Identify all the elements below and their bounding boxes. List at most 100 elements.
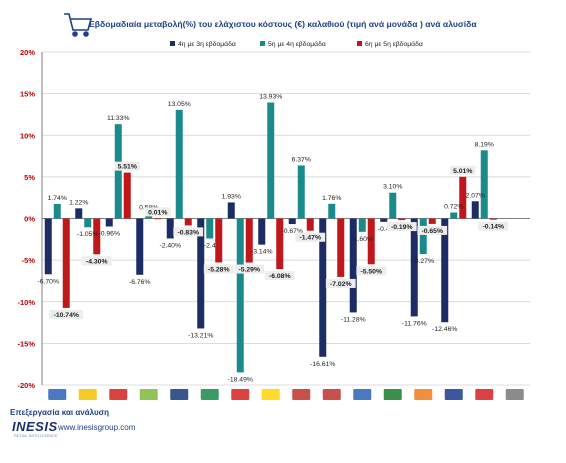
y-tick-label: 15% (20, 90, 35, 99)
data-label: -4.30% (81, 256, 112, 266)
inesis-tagline: RETAIL INTELLIGENCE (14, 433, 58, 438)
data-label-bg (145, 207, 171, 217)
retailer-logo (505, 389, 524, 400)
logo-mark (109, 389, 128, 400)
data-label: -1.05% (77, 231, 99, 238)
bar (258, 218, 266, 245)
data-label: -5.28% (203, 264, 234, 274)
data-label-text: -0.19% (391, 224, 413, 231)
data-label: -0.4 (378, 226, 390, 233)
data-label-bg (203, 264, 234, 274)
data-label: -2.40% (159, 242, 181, 249)
logo-mark (292, 389, 311, 400)
logo-mark (261, 389, 280, 400)
bar (306, 218, 314, 231)
data-label: -3.14% (251, 249, 273, 256)
data-label-text: 0.72% (444, 204, 463, 211)
data-label: -13.21% (188, 332, 213, 339)
bar (136, 218, 144, 275)
y-tick-label: -15% (17, 339, 35, 348)
data-label-bg (386, 222, 417, 232)
data-label: 13.93% (259, 94, 282, 101)
data-label: 6.37% (292, 156, 311, 163)
retailer-logo (78, 389, 97, 400)
bar (84, 218, 92, 228)
y-tick-label: -10% (17, 298, 35, 307)
data-label-text: -11.28% (341, 316, 366, 323)
data-label-text: -3.14% (251, 249, 273, 256)
bar (288, 218, 296, 225)
bar (276, 218, 284, 270)
data-label-text: 3.10% (383, 184, 402, 191)
retailer-logo (383, 389, 402, 400)
data-label-text: 5.01% (453, 168, 472, 175)
bar (236, 218, 244, 373)
legend: 4η με 3η εβδομάδα 5η με 4η εβδομάδα 6η με … (170, 40, 423, 48)
data-label: -18.49% (228, 376, 253, 383)
data-label-text: -1.60% (351, 236, 373, 243)
retailer-logos (48, 389, 524, 400)
bar (154, 218, 162, 220)
data-label: 13.05% (168, 101, 191, 108)
data-label-bg (356, 266, 387, 276)
y-tick-label: -20% (17, 381, 35, 390)
data-label: 1.93% (222, 193, 241, 200)
bar (215, 218, 223, 263)
bar (75, 208, 83, 219)
data-label-text: 1.74% (48, 195, 67, 202)
website-link[interactable]: www.inesisgroup.com (58, 423, 136, 432)
legend-label: 6η με 5η εβδομάδα (365, 40, 423, 48)
logo-mark (170, 389, 189, 400)
bar (428, 218, 436, 224)
retailer-logo (444, 389, 463, 400)
data-label-text: -4.27% (412, 258, 434, 265)
legend-swatch (357, 41, 362, 46)
data-label-text: -0.96% (98, 230, 120, 237)
retailer-logo (231, 389, 250, 400)
data-label: -5.29% (234, 264, 265, 274)
data-label-text: -18.49% (228, 376, 253, 383)
bar (367, 218, 375, 265)
legend-swatch (170, 41, 175, 46)
data-label: -0.65% (417, 225, 448, 235)
bar (175, 109, 183, 219)
data-label-text: 6.37% (292, 156, 311, 163)
legend-item: 4η με 3η εβδομάδα (170, 40, 236, 48)
bar (53, 204, 61, 219)
data-label: -5.50% (356, 266, 387, 276)
data-label: -11.28% (341, 316, 366, 323)
shopping-cart-icon (64, 13, 93, 37)
bar (328, 203, 336, 219)
logo-mark (231, 389, 250, 400)
bar (480, 150, 488, 219)
data-label-text: -0.65% (421, 228, 443, 235)
bar (62, 218, 70, 308)
data-label: 3.10% (383, 184, 402, 191)
data-label-text: -6.08% (269, 273, 291, 280)
data-label: -6.76% (129, 279, 151, 286)
data-label-bg (49, 309, 84, 319)
data-label-bg (417, 225, 448, 235)
data-label-text: 5.51% (118, 164, 137, 171)
legend-label: 4η με 3η εβδομάδα (178, 40, 236, 48)
bar (380, 218, 388, 222)
data-label-text: -5.50% (360, 268, 382, 275)
data-label-text: -2.40% (159, 242, 181, 249)
data-label-text: -0.67% (281, 228, 303, 235)
y-tick-label: 0% (24, 215, 35, 224)
bar (358, 218, 366, 232)
bar (471, 201, 479, 219)
bar (489, 218, 497, 220)
data-label: 5.51% (114, 161, 140, 171)
logo-mark (383, 389, 402, 400)
data-label-bg (478, 221, 509, 231)
legend-swatch (260, 41, 265, 46)
bar (410, 218, 418, 317)
data-labels: -6.70% 1.22% -0.96% -6.76% -2.40% -13.21% 1.93… (37, 94, 509, 383)
data-label: 1.22% (69, 199, 88, 206)
data-label: 2.07% (466, 192, 485, 199)
data-label-text: -6.70% (37, 278, 59, 285)
data-label-text: 13.93% (259, 94, 282, 101)
data-label: -6.08% (264, 271, 295, 281)
